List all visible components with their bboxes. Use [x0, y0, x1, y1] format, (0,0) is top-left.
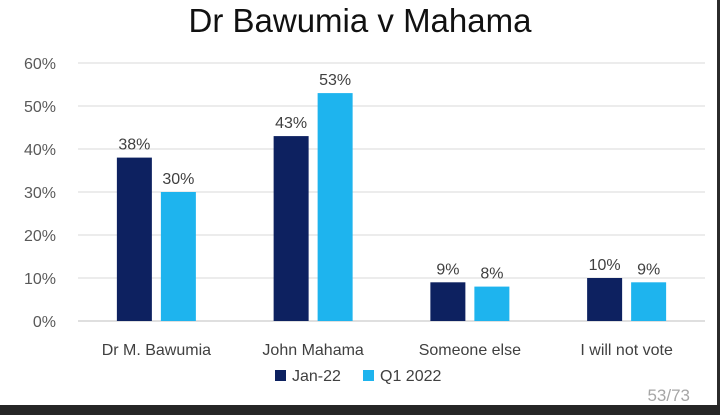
data-label: 43% — [275, 115, 307, 132]
y-tick-label: 10% — [24, 271, 56, 288]
x-axis-categories: Dr M. Bawumia John Mahama Someone else I wi… — [102, 342, 673, 359]
y-tick-label: 60% — [24, 56, 56, 73]
y-tick-label: 40% — [24, 142, 56, 159]
slide: Dr Bawumia v Mahama 0% 10% 20% 30% 40% 50% 60%… — [0, 0, 720, 405]
data-label: 9% — [637, 261, 660, 278]
data-label: 30% — [162, 171, 194, 188]
data-labels: 38% 30% 43% 53% 9% 8% 10% 9% — [118, 72, 660, 283]
y-tick-label: 50% — [24, 99, 56, 116]
bars — [116, 93, 667, 321]
data-label: 8% — [480, 266, 503, 283]
legend-swatch — [275, 370, 286, 381]
data-label: 9% — [436, 261, 459, 278]
legend-swatch — [363, 370, 374, 381]
data-label: 53% — [319, 72, 351, 89]
bar-q1-2022 — [631, 282, 667, 321]
category-label: Dr M. Bawumia — [102, 342, 211, 359]
bar-jan-22 — [587, 278, 623, 321]
category-label: Someone else — [419, 342, 521, 359]
y-axis-ticks: 0% 10% 20% 30% 40% 50% 60% — [24, 56, 56, 331]
y-tick-label: 20% — [24, 228, 56, 245]
bar-jan-22 — [116, 157, 152, 321]
chart-title: Dr Bawumia v Mahama — [189, 2, 533, 39]
data-label: 38% — [118, 137, 150, 154]
bar-q1-2022 — [160, 192, 196, 321]
bar-q1-2022 — [474, 286, 510, 321]
legend-label: Jan-22 — [292, 368, 341, 385]
legend-label: Q1 2022 — [380, 368, 441, 385]
bottom-strip — [0, 405, 720, 415]
bar-jan-22 — [430, 282, 466, 321]
bar-jan-22 — [273, 136, 309, 321]
chart: Dr Bawumia v Mahama 0% 10% 20% 30% 40% 50% 60%… — [24, 2, 705, 405]
data-label: 10% — [589, 257, 621, 274]
legend: Jan-22 Q1 2022 — [275, 368, 441, 385]
page-number: 53/73 — [647, 386, 690, 405]
bar-q1-2022 — [317, 93, 353, 321]
category-label: John Mahama — [262, 342, 363, 359]
category-label: I will not vote — [580, 342, 673, 359]
y-tick-label: 30% — [24, 185, 56, 202]
y-tick-label: 0% — [33, 314, 56, 331]
